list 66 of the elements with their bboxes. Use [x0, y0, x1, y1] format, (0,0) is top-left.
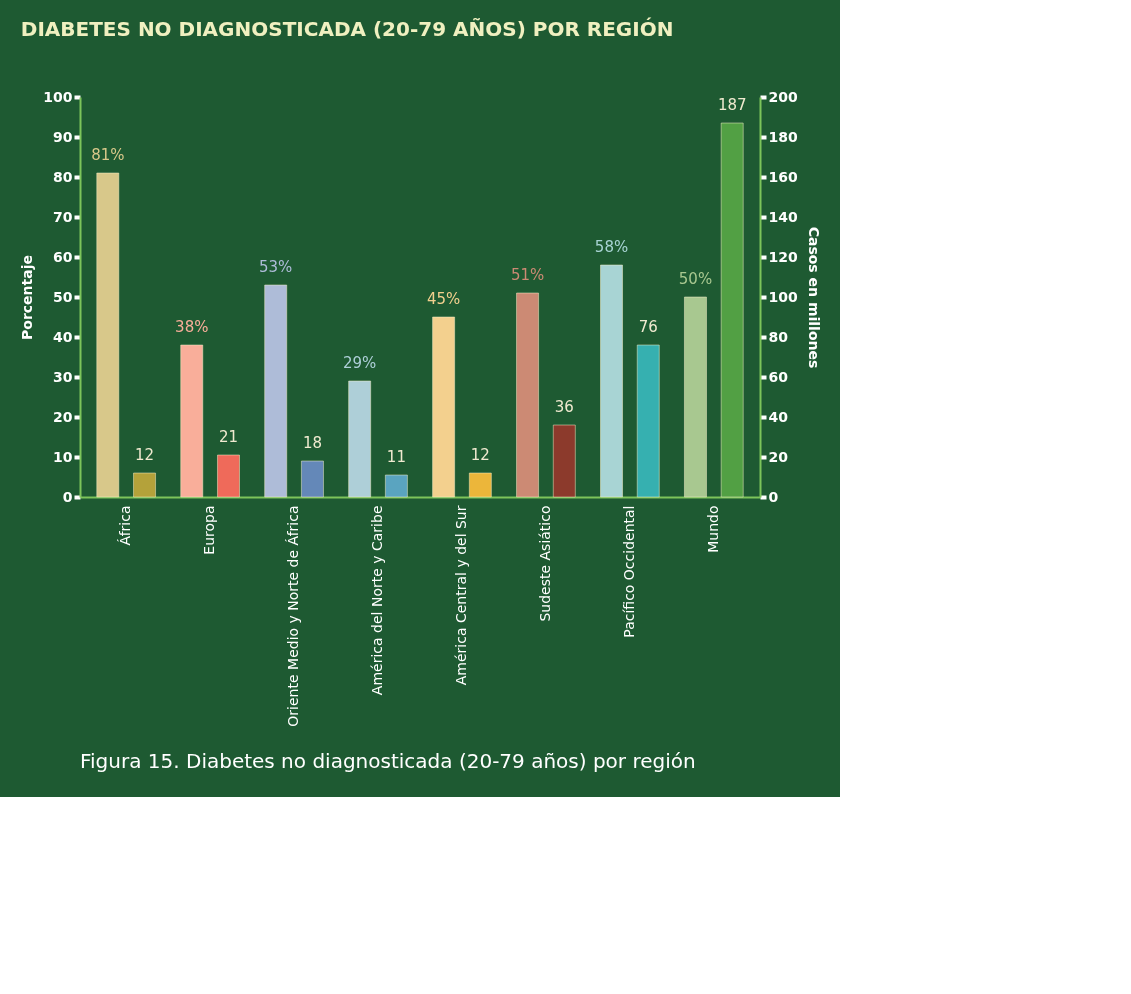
bar: [180, 344, 204, 498]
y2-tick-label: 180: [768, 128, 798, 145]
chart-title: DIABETES NO DIAGNOSTICADA (20-79 AÑOS) POR REGIÓN: [20, 17, 674, 41]
y-tick-label: 90: [53, 128, 73, 145]
y2-tick-label: 100: [768, 288, 798, 305]
y2-tick-label: 140: [768, 208, 798, 225]
bar: [683, 296, 707, 498]
y-tick-label: 70: [53, 208, 73, 225]
y2-tick-label: 200: [768, 88, 798, 105]
y-tick-label: 30: [53, 368, 73, 385]
y-tick-label: 80: [53, 168, 73, 185]
data-label: 12: [134, 446, 155, 464]
data-label: 21: [218, 428, 239, 446]
x-tick-label: Pacífico Occidental: [620, 505, 637, 638]
bar: [96, 172, 120, 498]
y-tick-label: 60: [53, 248, 73, 265]
y2-tick-label: 0: [768, 488, 779, 505]
x-tick-label: Sudeste Asiático: [536, 505, 553, 622]
bar: [468, 472, 492, 498]
bar: [384, 474, 408, 498]
data-label: 51%: [510, 266, 545, 284]
bar: [216, 454, 241, 498]
data-label: 76: [638, 318, 658, 336]
bar: [720, 122, 744, 498]
x-tick-label: América Central y del Sur: [452, 505, 469, 686]
x-tick-label: Mundo: [704, 505, 721, 553]
data-label: 187: [717, 96, 747, 114]
y2-tick-label: 20: [768, 448, 789, 465]
x-tick-label: Europa: [201, 505, 218, 555]
y-tick-label: 100: [43, 88, 73, 105]
y2-tick-label: 40: [768, 408, 789, 425]
data-label: 12: [470, 446, 490, 464]
bar: [300, 460, 324, 498]
bar: [432, 316, 456, 498]
y-axis-title: Porcentaje: [19, 255, 36, 340]
y-tick-label: 50: [53, 288, 73, 305]
y2-tick-label: 160: [768, 168, 798, 185]
data-label: 38%: [175, 318, 209, 336]
y2-tick-label: 80: [768, 328, 789, 345]
data-label: 58%: [594, 238, 629, 256]
bar: [636, 344, 660, 498]
data-label: 45%: [426, 290, 461, 308]
x-tick-label: América del Norte y Caribe: [369, 505, 386, 696]
y-tick-label: 20: [53, 408, 73, 425]
y2-tick-label: 120: [768, 248, 798, 265]
y-tick-label: 40: [53, 328, 73, 345]
data-label: 29%: [342, 354, 377, 372]
bar: [264, 284, 288, 498]
bar: [516, 292, 540, 498]
data-label: 50%: [678, 270, 713, 288]
y-tick-label: 10: [53, 448, 73, 465]
bar: [599, 264, 624, 498]
data-label: 53%: [259, 258, 293, 276]
data-label: 81%: [91, 146, 125, 164]
data-label: 11: [386, 448, 406, 466]
bar: [133, 472, 157, 498]
text: Figura 15. Diabetes no diagnosticada (20-79 años) por región: [80, 749, 696, 773]
y2-axis-title: Casos en millones: [805, 226, 822, 369]
y-tick-label: 0: [62, 488, 73, 505]
data-label: 36: [554, 398, 574, 416]
y2-tick-label: 60: [768, 368, 789, 385]
x-tick-label: África: [117, 505, 134, 546]
bar: [348, 380, 372, 498]
bar: [552, 424, 576, 498]
x-tick-label: Oriente Medio y Norte de África: [285, 505, 302, 727]
data-label: 18: [302, 434, 322, 452]
